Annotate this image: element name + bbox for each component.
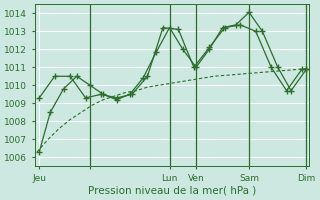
X-axis label: Pression niveau de la mer( hPa ): Pression niveau de la mer( hPa ) (88, 186, 256, 196)
